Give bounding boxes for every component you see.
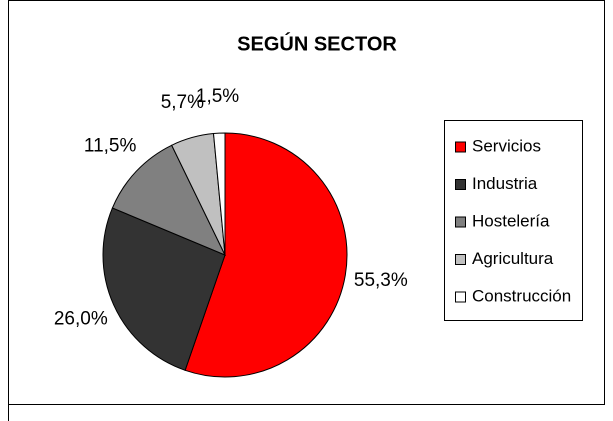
- legend-swatch: [455, 141, 466, 153]
- legend-box: [444, 120, 583, 321]
- chart-title: SEGÚN SECTOR: [237, 31, 397, 55]
- data-label: 26,0%: [54, 309, 108, 330]
- data-label: 1,5%: [196, 86, 239, 107]
- data-label: 5,7%: [161, 92, 204, 113]
- legend-swatch: [455, 291, 466, 303]
- pie-slice: [111, 144, 227, 256]
- legend-swatch: [455, 254, 466, 265]
- legend-label: Hostelería: [472, 211, 550, 230]
- pie-slice: [184, 132, 348, 378]
- legend-swatch: [455, 179, 466, 190]
- pie-slice: [102, 207, 226, 371]
- data-label: 55,3%: [354, 270, 408, 291]
- legend-label: Industria: [472, 174, 538, 193]
- legend-swatch: [455, 216, 466, 228]
- data-label: 11,5%: [84, 135, 137, 156]
- legend-label: Agricultura: [472, 249, 554, 268]
- pie-slice: [212, 132, 226, 256]
- legend-label: Servicios: [472, 136, 541, 155]
- legend-label: Construcción: [472, 286, 571, 305]
